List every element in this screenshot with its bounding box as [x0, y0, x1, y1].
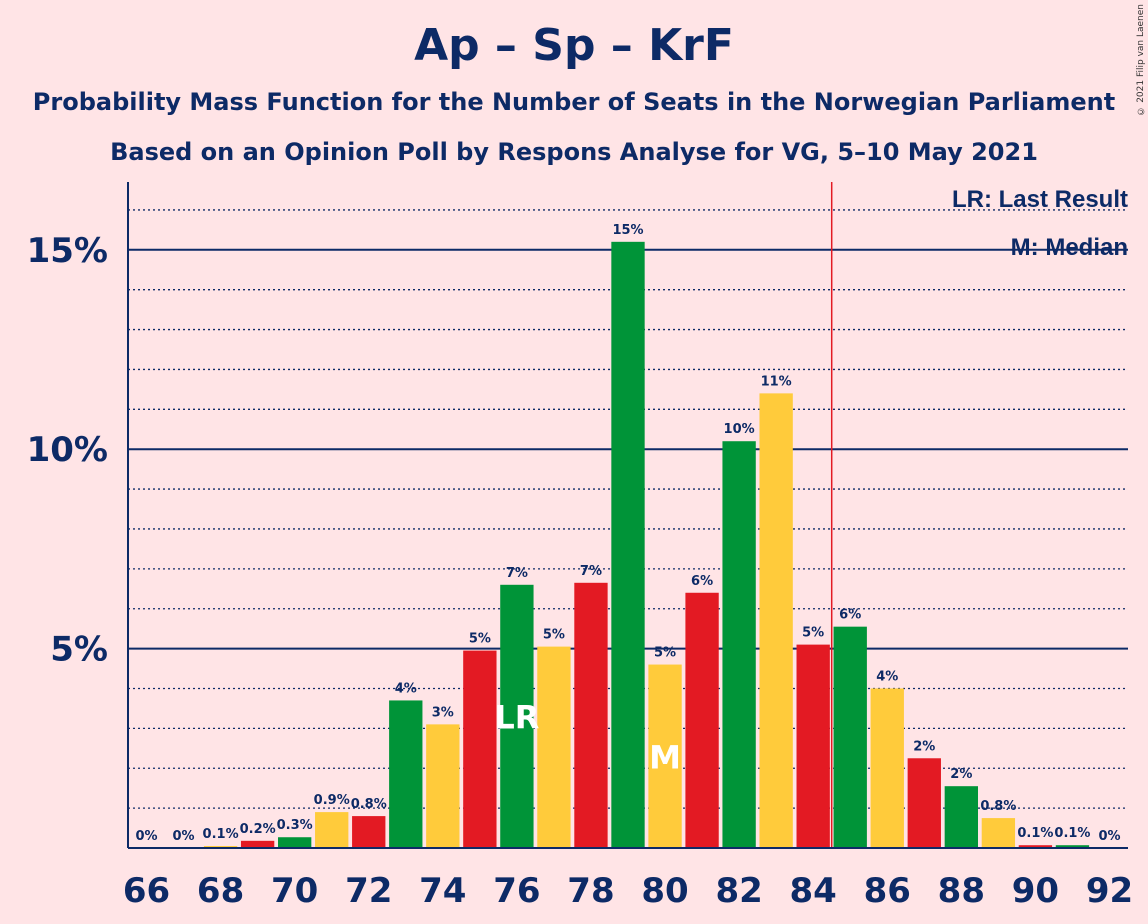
y-tick-label: 5%: [50, 630, 108, 670]
data-label: 7%: [580, 564, 602, 579]
data-label: 3%: [432, 705, 454, 720]
data-label: 0.2%: [240, 822, 276, 837]
bar-seat-87: [907, 758, 941, 848]
data-label: 0.3%: [277, 818, 313, 833]
data-label: 10%: [724, 422, 755, 437]
bar-seat-73: [389, 700, 423, 848]
data-label: 0.1%: [203, 827, 239, 842]
data-label: 6%: [839, 608, 861, 623]
x-tick-label: 86: [864, 871, 911, 911]
bar-seat-71: [315, 812, 349, 848]
data-label: 0%: [135, 829, 157, 844]
x-tick-label: 84: [790, 871, 837, 911]
bar-seat-82: [722, 441, 756, 848]
x-tick-label: 88: [938, 871, 985, 911]
data-label: 0.8%: [980, 799, 1016, 814]
x-tick-label: 78: [567, 871, 614, 911]
bar-seat-70: [278, 837, 312, 848]
bar-seat-80: [648, 664, 682, 848]
x-tick-label: 90: [1012, 871, 1059, 911]
bar-seat-85: [833, 626, 867, 848]
chart-subtitle-1: Probability Mass Function for the Number…: [32, 88, 1116, 116]
bar-seat-88: [944, 786, 978, 848]
last-result-mark: LR: [494, 698, 539, 736]
bar-seat-76: [500, 584, 534, 848]
x-tick-label: 74: [419, 871, 466, 911]
bar-seat-86: [870, 688, 904, 848]
data-label: 4%: [395, 681, 417, 696]
legend-median: M: Median: [1010, 234, 1128, 261]
x-tick-label: 72: [345, 871, 392, 911]
bar-seat-84: [796, 644, 830, 848]
data-label: 2%: [950, 767, 972, 782]
chart-subtitle-2: Based on an Opinion Poll by Respons Anal…: [110, 138, 1038, 166]
bar-seat-77: [537, 646, 571, 848]
data-label: 0%: [173, 829, 195, 844]
data-label: 5%: [543, 628, 565, 643]
bar-seat-74: [426, 724, 460, 848]
data-label: 5%: [802, 626, 824, 641]
bar-seat-90: [1018, 845, 1053, 848]
legend-last-result: LR: Last Result: [951, 186, 1128, 213]
bar-seat-79: [611, 241, 645, 848]
data-label: 0.1%: [1017, 826, 1053, 841]
data-label: 6%: [691, 574, 713, 589]
x-tick-label: 68: [197, 871, 244, 911]
x-tick-label: 82: [715, 871, 762, 911]
bar-seat-83: [759, 393, 793, 848]
bar-seat-69: [240, 840, 275, 848]
data-label: 7%: [506, 566, 528, 581]
data-label: 2%: [913, 739, 935, 754]
x-tick-label: 76: [493, 871, 540, 911]
data-label: 0.8%: [351, 797, 387, 812]
median-mark: M: [649, 738, 681, 776]
data-label: 5%: [469, 632, 491, 647]
data-label: 11%: [761, 374, 792, 389]
bar-seat-72: [352, 816, 386, 848]
bar-seat-75: [463, 650, 497, 848]
x-tick-label: 66: [123, 871, 170, 911]
data-label: 0.1%: [1054, 826, 1090, 841]
data-label: 0.9%: [314, 793, 350, 808]
data-label: 4%: [876, 669, 898, 684]
x-tick-label: 92: [1086, 871, 1133, 911]
data-label: 5%: [654, 646, 676, 661]
bar-seat-91: [1055, 845, 1090, 848]
x-tick-label: 70: [271, 871, 318, 911]
bar-seat-78: [574, 582, 608, 848]
y-tick-label: 15%: [27, 231, 108, 271]
x-tick-label: 80: [641, 871, 688, 911]
chart-title: Ap – Sp – KrF: [414, 20, 734, 71]
y-tick-label: 10%: [27, 430, 108, 470]
data-label: 15%: [612, 223, 643, 238]
data-label: 0%: [1098, 829, 1120, 844]
bar-seat-81: [685, 592, 719, 848]
bar-seat-89: [981, 818, 1016, 848]
